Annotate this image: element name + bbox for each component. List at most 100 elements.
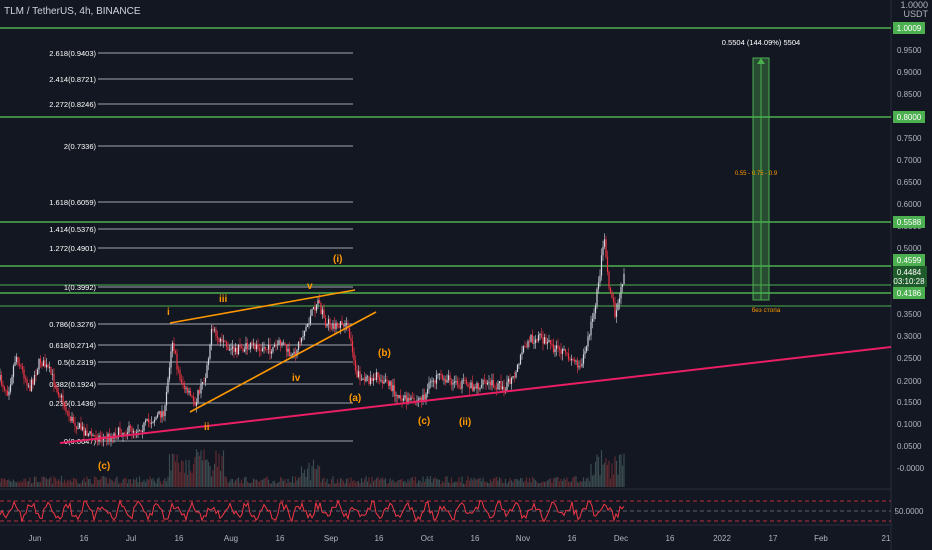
- volume-bar: [368, 477, 370, 487]
- level-tag-1[interactable]: 1.0009: [897, 24, 922, 33]
- wave-label-i: i: [167, 307, 170, 318]
- volume-bar: [455, 481, 457, 487]
- wedge-lower-line[interactable]: [189, 311, 377, 413]
- wedge-lines[interactable]: [59, 289, 892, 444]
- fib-level-label: 0.382(0.1924): [49, 380, 96, 389]
- candle-body: [96, 439, 99, 442]
- volume-bar: [239, 482, 241, 487]
- volume-bar: [266, 476, 268, 487]
- candle-body: [317, 300, 319, 305]
- candle-body: [581, 363, 583, 367]
- volume-bar: [102, 476, 105, 487]
- volume-bar: [59, 480, 61, 487]
- candle-body: [399, 395, 402, 399]
- volume-bar: [201, 460, 204, 487]
- level-tag-4[interactable]: 0.4599: [897, 256, 922, 265]
- candle-body: [71, 417, 73, 422]
- candle-body: [335, 323, 337, 330]
- projection-tool[interactable]: 0.5504 (144.09%) 5504 0.55 - 0.75 - 0.9 …: [722, 38, 800, 314]
- volume-bar: [252, 478, 255, 487]
- candle-body: [275, 345, 277, 346]
- volume-bar: [384, 478, 387, 487]
- oscillator-pane[interactable]: [0, 499, 891, 523]
- volume-bar: [377, 476, 379, 487]
- candle-body: [230, 348, 232, 350]
- candle-body: [131, 427, 133, 433]
- candle-body: [611, 293, 613, 298]
- price-axis-tick: 0.3000: [897, 332, 922, 341]
- volume-bar: [560, 478, 562, 487]
- candle-body: [309, 315, 312, 324]
- current-price-tag[interactable]: 0.4484: [897, 268, 922, 277]
- volume-bar: [255, 479, 258, 487]
- volume-bar: [507, 481, 510, 487]
- volume-bar: [521, 478, 523, 487]
- volume-bar: [552, 478, 555, 487]
- volume-bar: [54, 478, 57, 487]
- volume-bar: [590, 464, 592, 487]
- volume-bar: [192, 464, 195, 487]
- volume-bar: [281, 478, 283, 487]
- candle-body: [234, 347, 237, 352]
- horizontal-levels[interactable]: [0, 27, 891, 307]
- candle-body: [432, 380, 435, 382]
- fib-level-label: 2.414(0.8721): [49, 75, 96, 84]
- volume-bar: [369, 483, 372, 487]
- time-axis-label: Sep: [324, 534, 339, 543]
- volume-bar: [327, 483, 330, 487]
- candle-body: [306, 323, 309, 327]
- level-tag-5[interactable]: 0.4186: [897, 289, 922, 298]
- candle-body: [543, 337, 546, 344]
- volume-bar: [263, 478, 265, 487]
- volume-bar: [321, 479, 324, 487]
- volume-bar: [45, 478, 48, 487]
- volume-bar: [350, 477, 352, 487]
- time-axis-label: 16: [471, 534, 480, 543]
- volume-bar: [285, 483, 288, 487]
- price-candles[interactable]: [0, 233, 625, 447]
- volume-bar: [485, 481, 487, 487]
- candle-body: [255, 344, 258, 350]
- support-trendline[interactable]: [59, 346, 892, 444]
- candle-body: [575, 360, 577, 362]
- fib-extension[interactable]: 2.618(0.9403) 2.414(0.8721) 2.272(0.8246) 2…: [49, 49, 353, 446]
- candle-body: [14, 361, 16, 366]
- wedge-upper-line[interactable]: [169, 289, 356, 324]
- candle-body: [348, 327, 351, 339]
- candle-body: [359, 371, 361, 381]
- candle-body: [413, 397, 415, 401]
- volume-bar: [356, 481, 358, 487]
- price-level-tags[interactable]: 1.0009 0.8000 0.5588 0.4599 0.4484 03:10…: [893, 22, 927, 516]
- candle-body: [93, 435, 96, 437]
- volume-bar: [546, 480, 549, 487]
- oscillator-line[interactable]: [0, 499, 625, 523]
- volume-bar: [249, 483, 252, 487]
- candle-body: [114, 433, 117, 438]
- time-axis[interactable]: Jun 16 Jul 16 Aug 16 Sep 16 Oct 16 Nov 16 Dec 16 2022 1…: [29, 534, 891, 543]
- volume-bar: [399, 479, 402, 487]
- candle-body: [338, 325, 340, 328]
- candle-body: [248, 348, 250, 350]
- volume-bar: [402, 481, 405, 487]
- symbol-title[interactable]: TLM / TetherUS, 4h, BINANCE: [4, 6, 141, 17]
- candle-body: [351, 340, 354, 353]
- candle-body: [318, 300, 321, 304]
- candle-body: [395, 395, 397, 396]
- candle-body: [222, 340, 225, 342]
- level-tag-3[interactable]: 0.5588: [897, 218, 922, 227]
- time-axis-label: 16: [568, 534, 577, 543]
- volume-bar: [137, 482, 139, 487]
- candle-body: [128, 425, 130, 433]
- volume-bar: [26, 481, 28, 487]
- candle-body: [594, 305, 597, 314]
- volume-bar: [134, 479, 136, 487]
- candle-body: [464, 379, 466, 381]
- volume-bar: [117, 483, 120, 487]
- volume-bar: [270, 483, 273, 487]
- level-tag-2[interactable]: 0.8000: [897, 113, 922, 122]
- volume-bar: [173, 454, 175, 487]
- volume-bar: [608, 460, 610, 487]
- candle-body: [392, 385, 394, 392]
- candle-body: [35, 374, 37, 376]
